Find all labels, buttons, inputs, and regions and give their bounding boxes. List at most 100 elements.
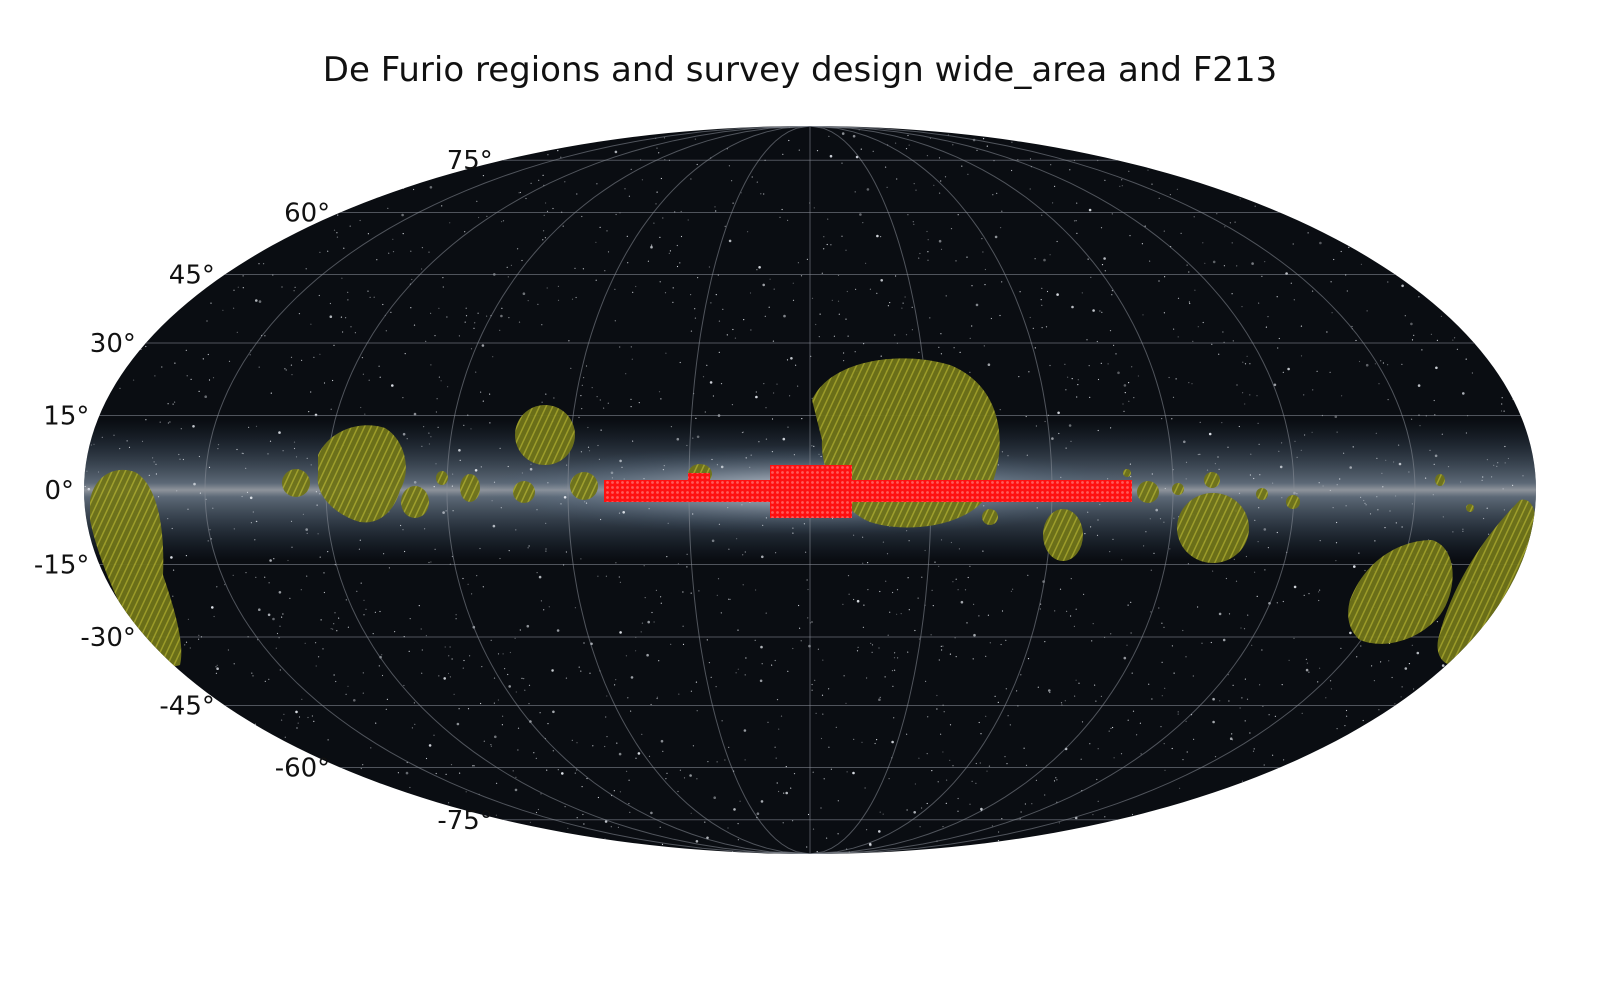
- star: [672, 301, 674, 303]
- star: [442, 277, 444, 279]
- star: [159, 421, 161, 423]
- star: [552, 207, 554, 210]
- star: [1413, 334, 1415, 336]
- star: [360, 767, 362, 770]
- star: [306, 791, 310, 795]
- star: [376, 259, 378, 261]
- star: [973, 633, 976, 637]
- star: [333, 229, 336, 231]
- star: [741, 431, 744, 434]
- star: [1527, 715, 1529, 717]
- star: [521, 677, 523, 680]
- star: [604, 838, 606, 840]
- region-small-15: [1286, 495, 1300, 509]
- star: [325, 797, 327, 799]
- star: [356, 590, 358, 592]
- star: [618, 512, 621, 514]
- star: [420, 628, 422, 630]
- star: [193, 766, 195, 768]
- star: [1046, 290, 1049, 293]
- star: [1088, 365, 1090, 367]
- star: [1016, 690, 1018, 692]
- star: [799, 627, 801, 629]
- star: [874, 742, 876, 745]
- star: [773, 288, 775, 290]
- star: [1158, 607, 1160, 609]
- star: [263, 263, 265, 265]
- star: [1374, 540, 1376, 542]
- star: [1442, 516, 1444, 518]
- star: [696, 435, 700, 439]
- star: [1171, 418, 1173, 420]
- star: [1336, 521, 1338, 524]
- star: [812, 828, 815, 830]
- star: [275, 647, 277, 649]
- star: [347, 626, 349, 628]
- star: [971, 325, 973, 327]
- star: [690, 592, 692, 594]
- star: [1456, 348, 1458, 350]
- star: [1012, 588, 1014, 590]
- star: [254, 299, 258, 302]
- star: [449, 222, 451, 224]
- region-small-2: [401, 486, 429, 518]
- star: [745, 457, 747, 459]
- star: [215, 666, 217, 668]
- star: [231, 839, 233, 841]
- star: [949, 724, 952, 726]
- star: [1512, 484, 1514, 486]
- star: [905, 148, 908, 150]
- star: [744, 759, 746, 761]
- star: [562, 225, 564, 227]
- star: [229, 171, 231, 173]
- star: [270, 766, 272, 769]
- star: [656, 696, 659, 698]
- star: [1056, 293, 1059, 296]
- star: [341, 791, 344, 794]
- star: [862, 536, 864, 538]
- star: [1496, 315, 1498, 318]
- star: [1142, 314, 1144, 316]
- star: [546, 769, 548, 771]
- star: [1335, 560, 1337, 562]
- star: [1455, 254, 1457, 256]
- star: [821, 694, 824, 696]
- star: [441, 205, 443, 207]
- star: [906, 733, 908, 735]
- star: [845, 318, 847, 320]
- star: [1179, 787, 1181, 789]
- star: [846, 290, 848, 293]
- star: [1436, 339, 1438, 341]
- star: [1212, 260, 1216, 264]
- star: [679, 262, 681, 264]
- star: [198, 390, 200, 392]
- star: [763, 383, 765, 385]
- star: [1418, 296, 1420, 298]
- star: [1387, 155, 1389, 157]
- star: [111, 806, 113, 808]
- star: [1050, 130, 1052, 132]
- star: [221, 770, 223, 772]
- star: [868, 842, 872, 846]
- star: [1491, 765, 1493, 767]
- star: [1393, 754, 1395, 756]
- star: [1496, 312, 1499, 314]
- star: [985, 655, 987, 657]
- star: [931, 589, 933, 591]
- star: [1491, 236, 1493, 239]
- star: [1096, 534, 1099, 537]
- star: [545, 548, 547, 550]
- star: [820, 807, 822, 809]
- star: [342, 331, 344, 333]
- star: [989, 642, 991, 644]
- star: [1037, 686, 1039, 688]
- star: [1489, 693, 1491, 696]
- star: [1164, 276, 1166, 278]
- star: [1073, 625, 1075, 628]
- star: [269, 228, 272, 230]
- star: [1231, 293, 1233, 295]
- star: [381, 654, 383, 656]
- star: [178, 453, 180, 456]
- longitude-line: [567, 126, 811, 854]
- star: [462, 577, 464, 580]
